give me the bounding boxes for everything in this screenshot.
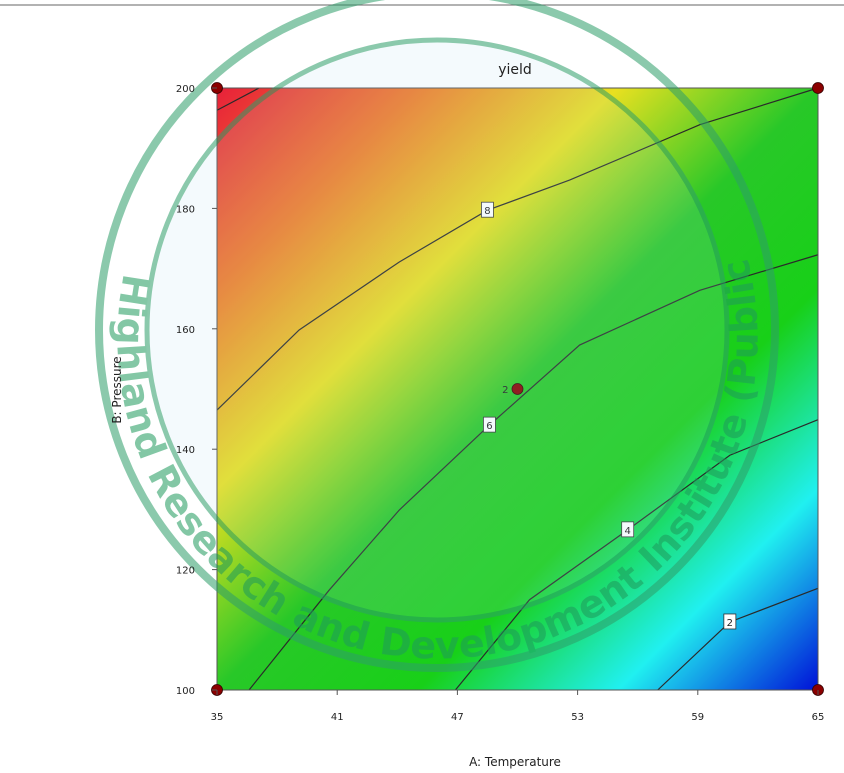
contour-label: 2 xyxy=(727,618,733,629)
x-axis-label: A: Temperature xyxy=(469,755,561,769)
chart-title: yield xyxy=(498,62,532,78)
design-point xyxy=(813,83,824,94)
x-tick-label: 65 xyxy=(812,712,825,723)
y-tick-label: 180 xyxy=(176,204,195,215)
y-axis-label: B: Pressure xyxy=(110,356,124,423)
x-tick-label: 47 xyxy=(451,712,464,723)
x-tick-label: 59 xyxy=(691,712,704,723)
x-tick-label: 35 xyxy=(211,712,224,723)
y-tick-label: 140 xyxy=(176,445,195,456)
chart: 86422 Highland Research and Development … xyxy=(0,0,844,773)
seal-inner xyxy=(147,40,727,620)
x-tick-label: 53 xyxy=(571,712,584,723)
y-tick-label: 100 xyxy=(176,686,195,697)
y-tick-label: 160 xyxy=(176,325,195,336)
y-tick-label: 120 xyxy=(176,566,195,577)
x-tick-label: 41 xyxy=(331,712,344,723)
y-tick-label: 200 xyxy=(176,84,195,95)
